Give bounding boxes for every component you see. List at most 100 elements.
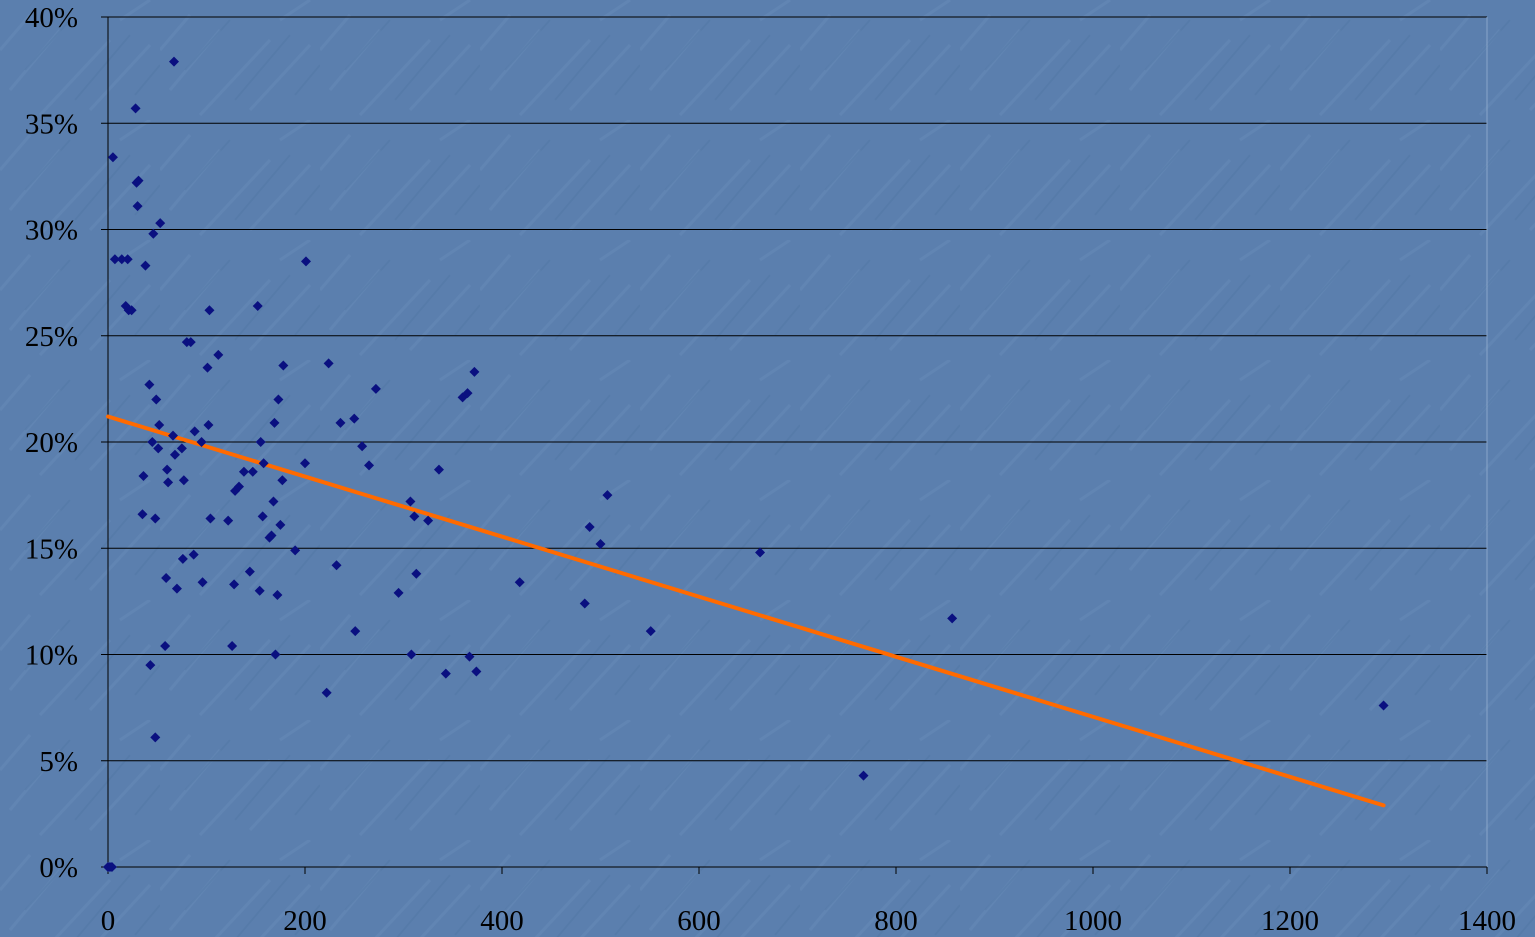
data-point [147, 437, 158, 447]
data-point [645, 626, 656, 637]
data-point [169, 449, 180, 460]
x-tick-label: 1200 [1261, 905, 1319, 937]
data-point [205, 513, 216, 524]
data-point [202, 362, 213, 373]
data-point [151, 394, 162, 405]
data-point [257, 511, 268, 522]
data-point [321, 687, 332, 698]
data-point [440, 668, 451, 679]
data-point [197, 577, 208, 588]
data-point [244, 566, 255, 577]
data-point [138, 471, 149, 481]
data-point [357, 441, 368, 452]
data-point [300, 256, 311, 267]
data-point [176, 443, 187, 454]
data-point [1378, 700, 1389, 711]
data-point [409, 511, 420, 522]
data-point [268, 496, 279, 507]
y-tick-label: 25% [25, 321, 78, 353]
data-point [579, 598, 590, 609]
data-point [185, 337, 196, 348]
data-point [132, 201, 143, 212]
data-point [144, 379, 155, 390]
y-tick-label: 10% [25, 640, 78, 672]
data-point [213, 349, 224, 360]
y-tick-label: 5% [39, 746, 78, 778]
data-point [247, 466, 258, 477]
data-point [203, 420, 214, 430]
data-point [106, 862, 117, 872]
data-point [188, 549, 199, 560]
data-point [204, 305, 215, 316]
data-point [278, 360, 289, 371]
data-point [273, 394, 284, 405]
x-tick-label: 1000 [1064, 905, 1122, 937]
data-point [229, 579, 240, 590]
data-point [154, 420, 165, 430]
data-point [155, 218, 166, 229]
data-point [323, 358, 334, 369]
data-point [755, 547, 766, 558]
data-point [189, 426, 200, 437]
data-point [126, 305, 137, 316]
data-point [171, 583, 182, 594]
data-point [471, 666, 482, 677]
data-point [255, 437, 266, 447]
data-point [162, 464, 173, 475]
x-tick-label: 800 [874, 905, 918, 937]
data-point [266, 530, 277, 541]
data-point [252, 301, 263, 311]
data-point [234, 481, 245, 492]
data-point [130, 103, 141, 114]
y-axis-tick-labels: 0% 5% 10% 15% 20% 25% 30% 35% 40% [25, 2, 78, 884]
data-point [405, 496, 416, 507]
data-point [411, 568, 422, 579]
data-point [137, 509, 148, 520]
data-point [227, 641, 238, 651]
x-tick-label: 1400 [1458, 905, 1516, 937]
data-point [145, 660, 156, 671]
data-point [109, 254, 120, 265]
data-point [238, 466, 249, 477]
data-point [148, 228, 159, 239]
data-point [433, 464, 444, 475]
data-point [595, 539, 606, 549]
axes [101, 16, 1488, 874]
data-point [160, 641, 171, 651]
x-axis-tick-labels: 0 200 400 600 800 1000 1200 1400 [101, 905, 1516, 937]
data-point [349, 413, 360, 424]
data-point [406, 649, 417, 660]
x-tick-label: 400 [480, 905, 524, 937]
data-point [270, 649, 281, 660]
data-point [258, 458, 269, 469]
y-tick-label: 0% [39, 852, 78, 884]
data-point [150, 513, 161, 524]
data-point [122, 254, 133, 265]
data-point [331, 560, 342, 571]
data-point [223, 515, 234, 526]
data-point [178, 475, 189, 486]
data-point [514, 577, 525, 588]
data-point [300, 458, 310, 469]
data-point [133, 175, 144, 186]
data-point [150, 732, 161, 743]
y-tick-label: 35% [25, 108, 78, 140]
y-tick-label: 40% [25, 2, 78, 34]
data-point [269, 417, 280, 428]
data-point [858, 770, 869, 781]
x-tick-label: 600 [677, 905, 721, 937]
data-point [335, 417, 346, 428]
x-tick-label: 0 [101, 905, 116, 937]
y-tick-label: 20% [25, 427, 78, 459]
trendline-layer [106, 414, 1386, 808]
data-point [168, 430, 179, 441]
data-point [947, 613, 958, 624]
data-point [602, 490, 613, 501]
data-point [116, 254, 127, 265]
data-point [464, 651, 475, 662]
data-point [107, 152, 118, 163]
data-point [370, 383, 381, 394]
